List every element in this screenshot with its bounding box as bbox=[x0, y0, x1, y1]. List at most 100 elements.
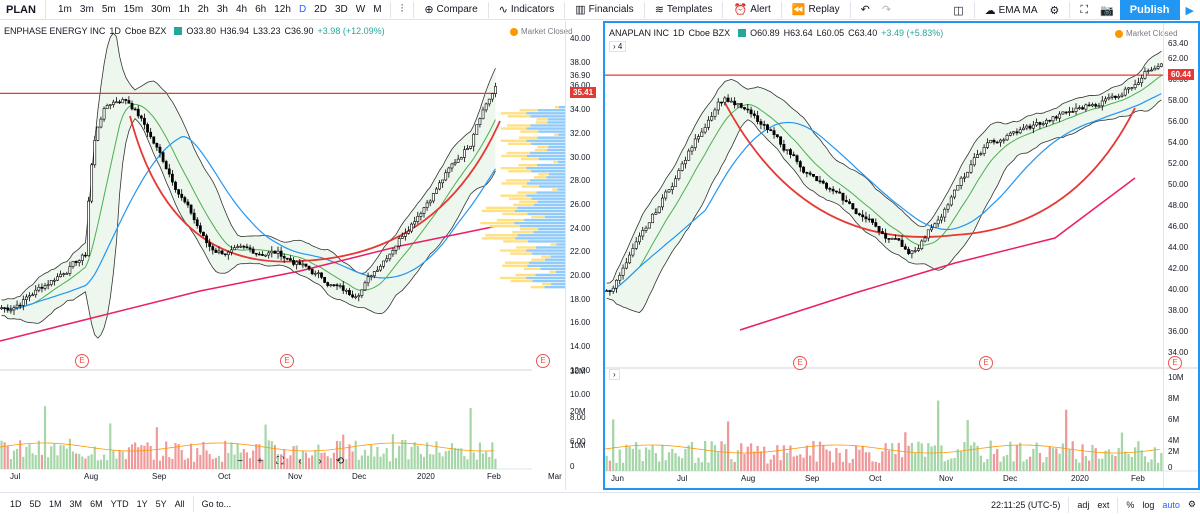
interval-6h[interactable]: 6h bbox=[255, 3, 267, 15]
left-price-axis[interactable]: 40.00 38.00 36.90 36.00 34.00 32.00 30.00 28.00… bbox=[565, 21, 600, 490]
earnings-marker[interactable]: E bbox=[280, 354, 294, 368]
publish-button[interactable]: Publish bbox=[1119, 0, 1180, 20]
goto-button[interactable]: Go to... bbox=[201, 499, 232, 509]
volume-bar bbox=[438, 452, 441, 469]
range-YTD[interactable]: YTD bbox=[110, 499, 129, 509]
interval-15m[interactable]: 15m bbox=[123, 3, 144, 15]
earnings-marker[interactable]: E bbox=[979, 356, 993, 370]
left-chart-canvas[interactable] bbox=[0, 21, 600, 490]
range-1D[interactable]: 1D bbox=[10, 499, 22, 509]
zoom-out-button[interactable]: − bbox=[237, 456, 243, 467]
earnings-marker[interactable]: E bbox=[793, 356, 807, 370]
volume-bar bbox=[93, 446, 96, 469]
interval-1m[interactable]: 1m bbox=[58, 3, 72, 15]
volume-profile-bar-down bbox=[500, 112, 527, 115]
volume-profile-bar-up bbox=[558, 133, 565, 136]
scroll-left-button[interactable]: ‹ bbox=[298, 456, 302, 467]
replay-button[interactable]: ⏪ Replay bbox=[786, 0, 846, 20]
earnings-marker[interactable]: E bbox=[536, 354, 550, 368]
bollinger-lower-line bbox=[1, 117, 496, 339]
time-tick: 2020 bbox=[1071, 474, 1089, 483]
volume-bar bbox=[329, 458, 332, 469]
candle-body bbox=[220, 250, 224, 255]
range-5Y[interactable]: 5Y bbox=[155, 499, 167, 509]
interval-1h[interactable]: 1h bbox=[178, 3, 190, 15]
range-5D[interactable]: 5D bbox=[29, 499, 42, 509]
interval-30m[interactable]: 30m bbox=[151, 3, 171, 15]
interval-12h[interactable]: 12h bbox=[274, 3, 291, 15]
layout-button[interactable]: ◫ bbox=[947, 0, 969, 20]
volume-profile-bar-up bbox=[527, 240, 565, 243]
range-6M[interactable]: 6M bbox=[90, 499, 103, 509]
log-toggle[interactable]: log bbox=[1142, 499, 1155, 510]
right-chart-canvas[interactable] bbox=[605, 23, 1198, 488]
interval-D[interactable]: D bbox=[298, 3, 307, 15]
candle-body bbox=[857, 213, 861, 216]
collapse-indicators-button[interactable]: › 4 bbox=[609, 41, 627, 52]
settings-button[interactable]: ⚙ bbox=[1044, 0, 1066, 20]
auto-toggle[interactable]: auto bbox=[1162, 499, 1180, 510]
interval-3D[interactable]: 3D bbox=[334, 3, 348, 15]
chart-type-button[interactable]: ⫶ bbox=[395, 0, 410, 20]
scroll-right-button[interactable]: › bbox=[318, 456, 322, 467]
candle-body bbox=[884, 233, 888, 239]
earnings-marker[interactable]: E bbox=[75, 354, 89, 368]
interval-W[interactable]: W bbox=[355, 3, 366, 15]
interval-M[interactable]: M bbox=[373, 3, 382, 15]
volume-bar bbox=[881, 451, 884, 471]
expand-volume-button[interactable]: › bbox=[609, 369, 620, 380]
left-chart-pane[interactable]: ENPHASE ENERGY INC 1D Cboe BZX O33.80 H3… bbox=[0, 21, 600, 490]
volume-bar bbox=[68, 438, 71, 469]
interval-2h[interactable]: 2h bbox=[197, 3, 209, 15]
settings-icon[interactable]: ⚙ bbox=[1187, 499, 1196, 509]
candle-body bbox=[1136, 82, 1140, 85]
range-1M[interactable]: 1M bbox=[49, 499, 62, 509]
reset-button[interactable]: ⟲ bbox=[335, 456, 345, 467]
fullscreen-button[interactable]: ⛶ bbox=[1074, 0, 1094, 20]
interval-2D[interactable]: 2D bbox=[314, 3, 327, 15]
earnings-marker[interactable]: E bbox=[1168, 356, 1182, 370]
divider bbox=[487, 1, 489, 18]
screenshot-button[interactable]: 📷 bbox=[1094, 0, 1120, 20]
volume-bar bbox=[1025, 459, 1028, 471]
interval-5m[interactable]: 5m bbox=[101, 3, 116, 15]
interval-4h[interactable]: 4h bbox=[236, 3, 248, 15]
volume-bar bbox=[812, 440, 815, 471]
percent-toggle[interactable]: % bbox=[1126, 499, 1135, 510]
volume-bar bbox=[317, 444, 320, 469]
redo-button[interactable]: ↷ bbox=[876, 0, 897, 20]
zoom-in-button[interactable]: + bbox=[257, 456, 263, 467]
range-1Y[interactable]: 1Y bbox=[136, 499, 148, 509]
range-All[interactable]: All bbox=[174, 499, 185, 509]
interval: 1D bbox=[109, 26, 121, 36]
cloud-save-button[interactable]: ☁ EMA MA bbox=[979, 0, 1044, 20]
financials-label: Financials bbox=[588, 4, 634, 15]
ext-toggle[interactable]: ext bbox=[1097, 499, 1110, 510]
compare-button[interactable]: ⊕ Compare bbox=[418, 0, 483, 20]
interval-3m[interactable]: 3m bbox=[79, 3, 94, 15]
symbol-search[interactable]: PLAN bbox=[0, 0, 46, 20]
undo-button[interactable]: ↶ bbox=[855, 0, 876, 20]
volume-bar bbox=[1160, 453, 1163, 471]
templates-button[interactable]: ≋ Templates bbox=[649, 0, 719, 20]
fit-button[interactable]: ⛶ bbox=[276, 456, 284, 467]
financials-button[interactable]: ▥ Financials bbox=[569, 0, 639, 20]
volume-bar bbox=[140, 445, 143, 469]
volume-bar bbox=[199, 454, 202, 469]
adj-toggle[interactable]: adj bbox=[1077, 499, 1090, 510]
range-3M[interactable]: 3M bbox=[69, 499, 83, 509]
candle-body bbox=[759, 121, 763, 125]
candle-body bbox=[989, 139, 993, 144]
interval-3h[interactable]: 3h bbox=[216, 3, 228, 15]
volume-bar bbox=[118, 450, 121, 469]
alert-button[interactable]: ⏰ Alert bbox=[727, 0, 776, 20]
indicators-button[interactable]: ∿ Indicators bbox=[493, 0, 561, 20]
play-button[interactable]: ▶ bbox=[1179, 0, 1200, 20]
right-chart-pane[interactable]: ANAPLAN INC 1D Cboe BZX O60.89 H63.64 L6… bbox=[603, 21, 1200, 490]
volume-bar bbox=[953, 457, 956, 471]
volume-bar bbox=[1042, 462, 1045, 471]
clock[interactable]: 22:11:25 (UTC-5) bbox=[990, 499, 1061, 510]
candle-body bbox=[357, 295, 361, 298]
right-price-axis[interactable]: 63.4062.0060.0058.0056.0054.0052.0050.00… bbox=[1163, 23, 1198, 488]
volume-bar bbox=[1045, 456, 1048, 471]
